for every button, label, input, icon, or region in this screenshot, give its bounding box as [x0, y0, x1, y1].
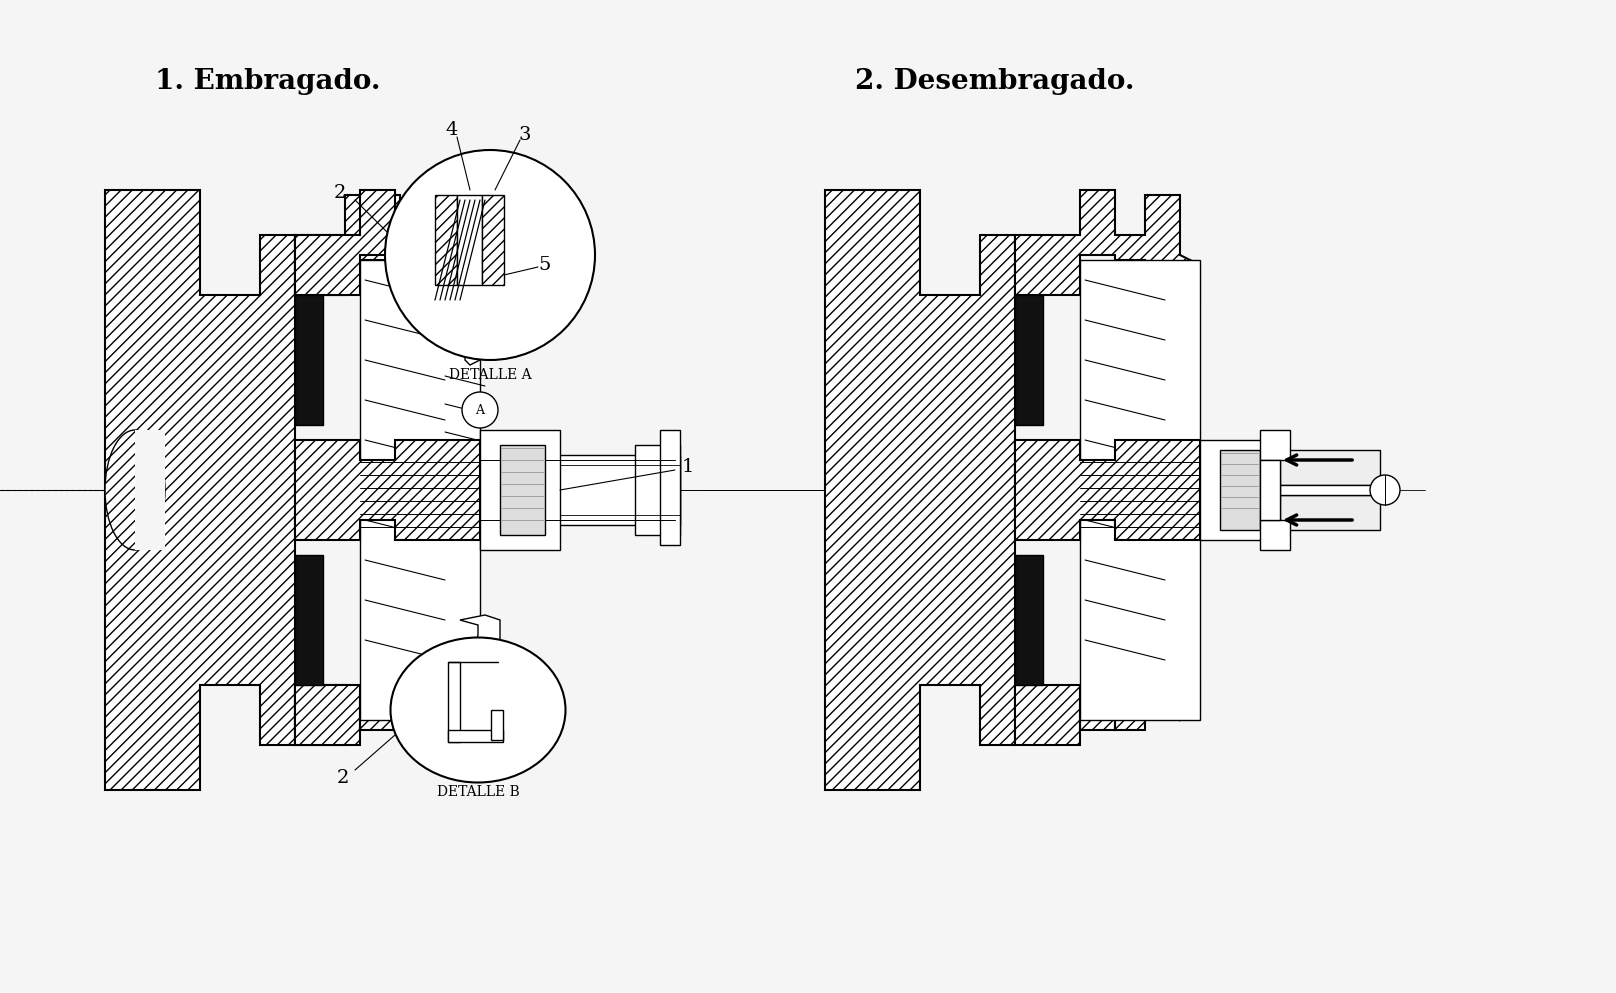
- Bar: [435, 195, 457, 285]
- Bar: [1260, 520, 1290, 550]
- Bar: [480, 455, 680, 525]
- Bar: [482, 195, 504, 285]
- Bar: [659, 430, 680, 545]
- Polygon shape: [296, 440, 480, 540]
- Polygon shape: [296, 680, 480, 745]
- Polygon shape: [1015, 680, 1201, 745]
- Text: 5: 5: [538, 256, 551, 274]
- Bar: [448, 730, 503, 742]
- Bar: [1201, 440, 1265, 540]
- Bar: [1280, 450, 1380, 485]
- Text: DETALLE B: DETALLE B: [436, 785, 519, 799]
- Bar: [360, 260, 480, 720]
- Polygon shape: [461, 615, 499, 663]
- Bar: [296, 295, 323, 425]
- Text: DETALLE A: DETALLE A: [449, 368, 532, 382]
- Text: B: B: [475, 653, 485, 666]
- Bar: [1280, 485, 1380, 495]
- Polygon shape: [1015, 190, 1201, 300]
- Text: 4: 4: [446, 121, 459, 139]
- Circle shape: [462, 392, 498, 428]
- Text: 1. Embragado.: 1. Embragado.: [155, 68, 380, 95]
- Bar: [1260, 430, 1290, 460]
- Circle shape: [385, 150, 595, 360]
- Polygon shape: [461, 305, 499, 365]
- Bar: [1079, 260, 1201, 720]
- Bar: [1280, 495, 1380, 530]
- Bar: [296, 555, 323, 685]
- Text: 3: 3: [519, 126, 532, 144]
- Bar: [499, 445, 545, 535]
- Text: A: A: [475, 403, 485, 416]
- Polygon shape: [105, 190, 296, 790]
- Polygon shape: [1015, 440, 1201, 540]
- Circle shape: [462, 642, 498, 678]
- Polygon shape: [296, 195, 475, 295]
- Bar: [1260, 460, 1280, 520]
- Text: 2: 2: [336, 769, 349, 787]
- Bar: [136, 430, 165, 550]
- Text: 2: 2: [335, 184, 346, 202]
- Polygon shape: [296, 190, 480, 300]
- Bar: [448, 662, 461, 742]
- Bar: [1015, 555, 1042, 685]
- Bar: [1015, 295, 1042, 425]
- Bar: [635, 445, 680, 535]
- Text: 1: 1: [682, 458, 695, 476]
- Ellipse shape: [391, 638, 566, 782]
- Text: 2. Desembragado.: 2. Desembragado.: [855, 68, 1134, 95]
- Bar: [1220, 450, 1260, 530]
- Circle shape: [1370, 475, 1399, 505]
- Polygon shape: [826, 190, 1015, 790]
- Ellipse shape: [105, 430, 165, 550]
- Bar: [480, 430, 561, 550]
- Polygon shape: [296, 685, 475, 745]
- Bar: [491, 710, 503, 740]
- Bar: [457, 195, 482, 285]
